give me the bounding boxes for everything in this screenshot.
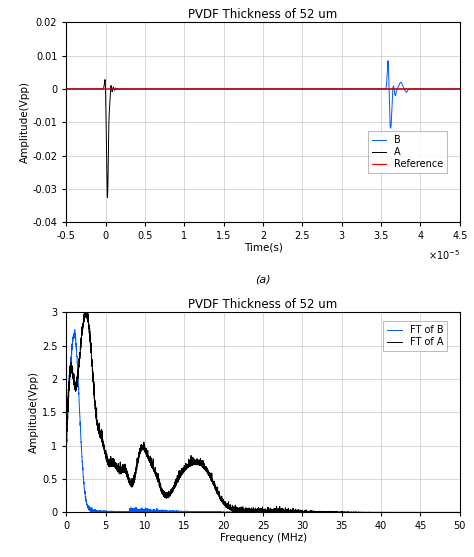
Reference [80, 86, 85, 92]
A [80, 86, 85, 92]
B [385, 57, 391, 64]
Legend: B, A, Reference: B, A, Reference [368, 131, 447, 173]
B [64, 86, 69, 92]
Y-axis label: Amplitude(Vpp): Amplitude(Vpp) [19, 81, 29, 163]
FT of A [135, 460, 141, 466]
FT of B [214, 509, 219, 516]
A [256, 86, 262, 92]
Line: FT of B: FT of B [66, 330, 460, 512]
B [65, 86, 71, 92]
FT of B [449, 509, 455, 516]
FT of A [319, 509, 325, 516]
FT of A [64, 438, 69, 444]
A [457, 86, 463, 92]
A [436, 86, 442, 92]
X-axis label: Frequency (MHz): Frequency (MHz) [219, 533, 307, 543]
FT of A [357, 509, 363, 516]
Y-axis label: Amplitude(Vpp): Amplitude(Vpp) [29, 372, 39, 453]
FT of A [82, 305, 88, 311]
B [457, 86, 463, 92]
A [102, 76, 108, 83]
A [105, 194, 110, 201]
Reference [65, 86, 71, 92]
Reference [457, 86, 463, 92]
FT of A [214, 490, 219, 496]
A [64, 86, 69, 92]
Reference [141, 86, 146, 92]
Text: (a): (a) [255, 275, 271, 285]
FT of B [357, 509, 363, 516]
B [256, 86, 262, 92]
Line: B: B [66, 61, 460, 128]
FT of B [300, 509, 305, 516]
Reference [436, 86, 442, 92]
FT of B [64, 434, 69, 441]
A [141, 86, 146, 92]
FT of B [457, 509, 463, 516]
Reference [256, 86, 262, 92]
Reference [87, 86, 93, 92]
Line: FT of A: FT of A [66, 308, 460, 512]
Line: A: A [66, 80, 460, 197]
FT of A [457, 509, 463, 516]
FT of A [387, 509, 393, 516]
FT of B [387, 509, 393, 516]
Legend: FT of B, FT of A: FT of B, FT of A [383, 321, 447, 351]
Title: PVDF Thickness of 52 um: PVDF Thickness of 52 um [189, 298, 337, 311]
B [80, 86, 85, 92]
FT of A [391, 509, 397, 516]
Reference [64, 86, 69, 92]
FT of B [135, 509, 141, 516]
FT of B [72, 326, 78, 333]
FT of B [319, 509, 325, 516]
A [87, 86, 93, 92]
B [87, 86, 93, 92]
Text: $\times 10^{-5}$: $\times 10^{-5}$ [428, 248, 460, 262]
B [388, 125, 393, 131]
B [141, 86, 146, 92]
FT of A [300, 509, 305, 516]
Title: PVDF Thickness of 52 um: PVDF Thickness of 52 um [189, 8, 337, 21]
A [65, 86, 71, 92]
X-axis label: Time(s): Time(s) [244, 243, 283, 253]
B [436, 86, 442, 92]
